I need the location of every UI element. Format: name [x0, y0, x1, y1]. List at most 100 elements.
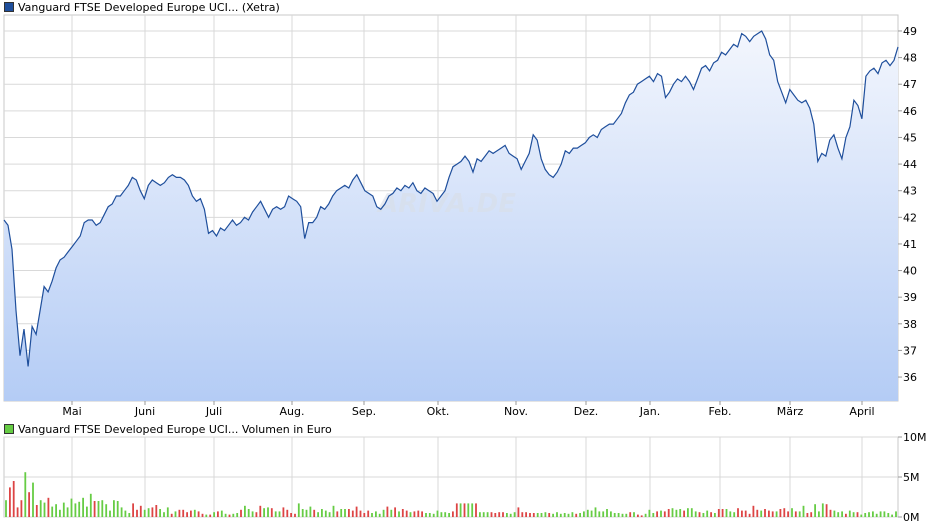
volume-bar	[348, 509, 350, 517]
volume-bar	[498, 512, 501, 517]
volume-bar	[324, 510, 327, 517]
volume-bar	[717, 509, 720, 517]
volume-bar	[783, 508, 786, 517]
volume-bar	[490, 512, 493, 517]
volume-bar	[798, 511, 801, 517]
volume-bar	[398, 511, 400, 517]
volume-bar	[247, 509, 250, 517]
volume-y-tick-label: 0M	[903, 511, 920, 524]
volume-bar	[486, 512, 489, 517]
volume-bar	[517, 507, 520, 517]
volume-bar	[590, 510, 593, 517]
volume-bar	[532, 513, 535, 517]
volume-bar	[721, 509, 724, 517]
volume-bar	[197, 511, 200, 517]
volume-bar	[224, 513, 227, 517]
volume-bar	[132, 503, 134, 517]
volume-bar	[336, 511, 339, 517]
volume-bar	[629, 512, 632, 517]
volume-bar	[567, 513, 570, 517]
volume-y-axis: 0M 5M 10M	[898, 431, 927, 524]
volume-legend-swatch	[4, 424, 14, 434]
volume-bar	[55, 504, 57, 517]
volume-bar	[301, 509, 304, 517]
price-y-tick-label: 40	[903, 265, 917, 278]
price-x-tick-label: Feb.	[709, 405, 732, 418]
price-y-tick-label: 43	[903, 185, 917, 198]
volume-bar	[825, 504, 828, 517]
volume-bar	[105, 504, 108, 517]
volume-bar	[428, 513, 431, 517]
volume-bar	[556, 512, 558, 517]
volume-bar	[97, 501, 100, 517]
volume-bar	[440, 512, 443, 517]
volume-bar	[548, 513, 551, 517]
volume-bar	[294, 513, 296, 517]
volume-bar	[760, 510, 763, 517]
volume-bar	[101, 500, 104, 517]
volume-bar	[20, 500, 23, 517]
volume-bar	[606, 509, 608, 517]
volume-bar	[791, 508, 793, 517]
volume-bar	[475, 503, 477, 517]
volume-bar	[891, 514, 893, 517]
volume-bar	[109, 510, 111, 517]
volume-bar	[617, 513, 620, 517]
volume-bar	[536, 513, 539, 517]
volume-bar	[163, 512, 165, 517]
volume-bar	[139, 505, 142, 517]
volume-bar	[371, 513, 373, 517]
price-y-tick-label: 38	[903, 318, 917, 331]
volume-bar	[602, 511, 605, 517]
volume-bar	[421, 511, 423, 517]
volume-bar	[190, 510, 192, 517]
volume-bar	[471, 503, 474, 517]
volume-bar	[845, 513, 847, 517]
volume-bar	[829, 509, 832, 517]
volume-bar	[706, 510, 709, 517]
volume-bar	[213, 512, 215, 517]
volume-bar	[39, 500, 42, 517]
price-y-tick-label: 41	[903, 238, 917, 251]
volume-bar	[313, 509, 316, 517]
volume-bar	[463, 503, 466, 517]
volume-bar	[344, 509, 346, 517]
volume-bar	[282, 507, 285, 517]
volume-bar	[741, 510, 743, 517]
volume-bar	[409, 512, 412, 517]
volume-bar	[297, 503, 300, 517]
volume-bar	[328, 512, 331, 517]
price-x-tick-label: Sep.	[352, 405, 376, 418]
volume-bar	[155, 505, 158, 517]
volume-bar	[725, 509, 728, 517]
volume-bar	[174, 511, 177, 517]
volume-bar	[136, 509, 138, 517]
volume-bar	[579, 513, 581, 517]
volume-bar	[321, 509, 323, 517]
volume-y-tick-label: 10M	[903, 431, 927, 444]
volume-bar	[802, 505, 805, 517]
volume-bar	[24, 472, 27, 517]
volume-bar	[775, 511, 778, 517]
volume-bar	[274, 511, 277, 517]
volume-bar	[521, 512, 524, 517]
volume-bar	[401, 509, 404, 517]
volume-bar	[59, 509, 61, 517]
volume-bar	[309, 506, 312, 517]
price-y-tick-label: 42	[903, 211, 917, 224]
price-y-tick-label: 44	[903, 158, 917, 171]
volume-bar	[240, 509, 242, 517]
price-y-tick-label: 39	[903, 291, 917, 304]
volume-bar	[779, 509, 782, 517]
volume-bar	[733, 512, 736, 517]
volume-bar	[821, 503, 824, 517]
volume-bar	[644, 513, 647, 517]
volume-bar	[814, 504, 816, 517]
volume-bar	[679, 509, 682, 517]
volume-bar	[16, 507, 19, 517]
price-legend: Vanguard FTSE Developed Europe UCI... (X…	[4, 1, 280, 14]
price-x-axis: Mai Juni Juli Aug. Sep. Okt. Nov. Dez. Jan. Feb. M…	[62, 401, 875, 418]
volume-bar	[494, 513, 497, 517]
volume-bar	[436, 510, 439, 517]
